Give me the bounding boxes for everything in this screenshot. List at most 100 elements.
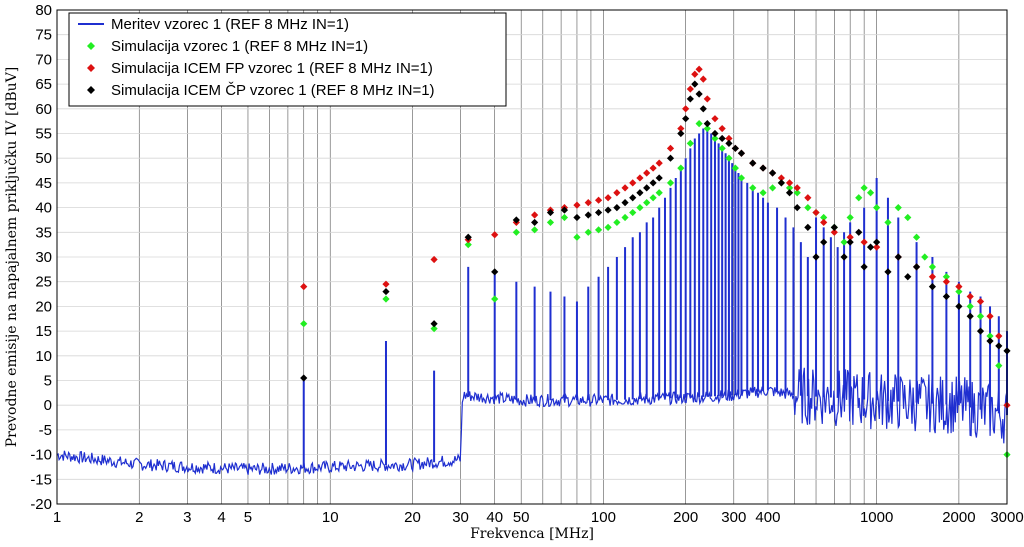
- series-3-marker: [682, 115, 690, 123]
- y-tick-label: 45: [35, 175, 52, 192]
- series-1-marker: [894, 204, 902, 212]
- series-3-marker: [904, 273, 912, 281]
- legend-label: Simulacija vzorec 1 (REF 8 MHz IN=1): [111, 38, 368, 55]
- series-2-marker: [677, 124, 685, 133]
- series-1-marker: [584, 228, 592, 236]
- series-1-marker: [840, 238, 848, 246]
- series-3-marker: [759, 164, 767, 172]
- y-tick-label: -20: [30, 496, 52, 513]
- y-tick-label: 20: [35, 298, 52, 315]
- series-3-marker: [512, 216, 520, 224]
- series-2-marker: [382, 280, 390, 288]
- y-tick-label: 55: [35, 126, 52, 143]
- series-3-marker: [677, 129, 685, 138]
- series-3-marker: [613, 204, 621, 212]
- series-3-marker: [846, 238, 854, 246]
- series-1-marker: [904, 213, 912, 222]
- series-2-marker: [695, 65, 703, 73]
- series-3-marker: [812, 253, 820, 261]
- series-1-marker: [573, 233, 581, 241]
- series-1-marker: [855, 194, 863, 202]
- series-3-marker: [300, 374, 308, 382]
- series-3-marker: [649, 179, 657, 187]
- x-tick-label: 40: [486, 509, 503, 526]
- legend-label: Meritev vzorec 1 (REF 8 MHz IN=1): [111, 16, 349, 33]
- series-1-marker: [976, 312, 985, 320]
- y-tick-label: 25: [35, 274, 52, 291]
- series-1-marker: [629, 208, 637, 217]
- x-axis-label: Frekvenca [MHz]: [470, 526, 594, 542]
- x-tick-label: 3000: [990, 509, 1023, 526]
- series-3-marker: [560, 206, 569, 214]
- series-3-marker: [655, 174, 663, 182]
- x-tick-label: 50: [513, 509, 530, 526]
- series-3-marker: [703, 120, 711, 128]
- y-tick-label: 5: [44, 373, 52, 390]
- series-3-marker: [995, 342, 1003, 350]
- series-1-marker: [995, 362, 1003, 370]
- series-1-marker: [928, 263, 937, 271]
- series-3-marker: [464, 233, 472, 241]
- series-1-marker: [737, 174, 746, 182]
- x-tick-label: 5: [244, 509, 252, 526]
- series-2-marker: [604, 194, 612, 202]
- series-1-marker: [686, 139, 694, 147]
- x-tick-label: 2: [135, 509, 143, 526]
- x-tick-label: 10: [322, 509, 339, 526]
- series-1-marker: [666, 179, 675, 187]
- series-2-marker: [955, 283, 963, 291]
- series-3-marker: [531, 218, 539, 227]
- series-2-marker: [820, 218, 828, 227]
- series-2-marker: [995, 332, 1003, 340]
- series-1-marker: [731, 164, 739, 172]
- series-1-marker: [382, 295, 390, 303]
- series-2-marker: [686, 85, 694, 93]
- series-2-marker: [594, 196, 603, 204]
- y-tick-label: 80: [35, 2, 52, 19]
- series-measured-noise: [56, 367, 1008, 476]
- series-2-marker: [711, 115, 719, 123]
- legend-swatch-marker: [87, 42, 95, 50]
- series-1-marker: [512, 228, 520, 236]
- series-2-marker: [573, 201, 581, 209]
- series-3-marker: [594, 208, 603, 217]
- series-2-marker: [986, 312, 994, 320]
- x-tick-label: 3: [183, 509, 191, 526]
- series-3-marker: [718, 134, 726, 143]
- x-tick-label: 300: [721, 509, 746, 526]
- series-3-marker: [546, 208, 555, 217]
- series-2-marker: [976, 297, 985, 306]
- series-2-marker: [621, 184, 629, 192]
- series-1-marker: [649, 194, 657, 202]
- series-3-marker: [699, 105, 707, 113]
- legend-swatch-marker: [87, 86, 95, 94]
- series-2-marker: [812, 208, 820, 217]
- x-tick-label: 100: [591, 509, 616, 526]
- series-3-marker: [855, 228, 863, 236]
- series-3-marker: [737, 149, 746, 157]
- series-1-marker: [725, 154, 733, 162]
- x-tick-label: 200: [673, 509, 698, 526]
- series-3-marker: [636, 189, 644, 197]
- series-3-marker: [695, 90, 703, 98]
- series-3-marker: [621, 199, 629, 207]
- series-3-marker: [749, 159, 757, 167]
- series-2-marker: [793, 184, 801, 192]
- series-3-marker: [820, 238, 828, 246]
- series-3-marker: [942, 292, 950, 301]
- series-1-marker: [966, 302, 974, 310]
- y-tick-label: 30: [35, 249, 52, 266]
- series-2-marker: [942, 278, 950, 286]
- x-tick-label: 4: [217, 509, 225, 526]
- series-2-marker: [655, 159, 663, 167]
- series-1-marker: [695, 120, 703, 128]
- y-tick-label: 15: [35, 323, 52, 340]
- series-3-marker: [976, 327, 985, 335]
- series-3-marker: [629, 194, 637, 202]
- series-3-marker: [584, 211, 592, 219]
- series-1-marker: [711, 134, 719, 143]
- series-3-marker: [785, 189, 794, 197]
- series-3-marker: [866, 243, 875, 251]
- series-1-marker: [820, 213, 828, 222]
- series-3-marker: [986, 337, 994, 345]
